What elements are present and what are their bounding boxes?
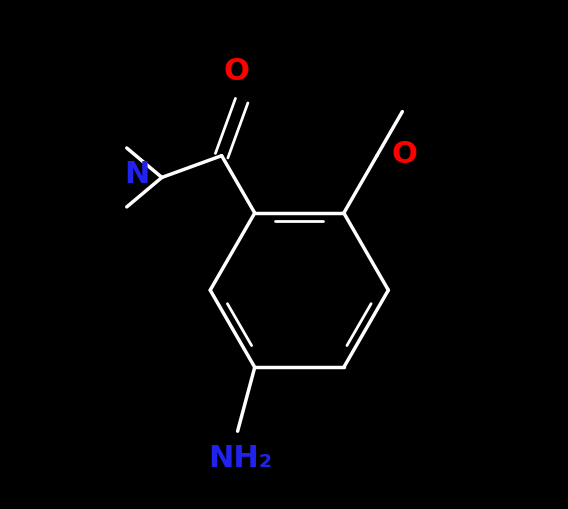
- Text: O: O: [224, 58, 249, 87]
- Text: O: O: [391, 139, 417, 168]
- Text: N: N: [124, 160, 149, 189]
- Text: NH₂: NH₂: [208, 444, 272, 473]
